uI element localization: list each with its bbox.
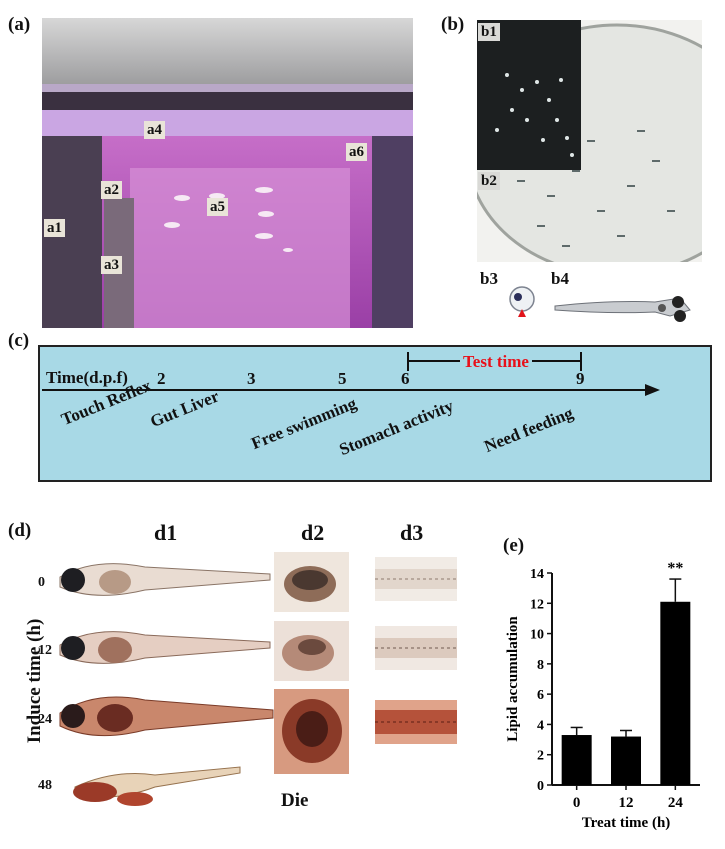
tag-a1: a1 [44,219,65,237]
tag-a4: a4 [144,121,165,139]
row-label-24: 24 [38,712,52,727]
tag-b4: b4 [551,269,569,288]
tick-6: 6 [401,369,410,388]
d1-larvae-images [59,563,274,806]
row-label-48: 48 [38,778,52,793]
column-d1: d1 [154,520,178,545]
embryo-image [509,286,535,317]
tag-a3: a3 [101,256,122,274]
tag-a2: a2 [101,181,122,199]
petri-dish-photo [477,20,702,262]
tag-b3: b3 [480,269,498,288]
panel-a-label: (a) [8,14,31,35]
y-tick-label: 4 [537,718,544,733]
timeline-panel [38,345,712,482]
y-tick-label: 8 [537,658,544,673]
y-tick-label: 12 [530,597,544,612]
column-d2: d2 [301,520,325,545]
row-label-0: 0 [38,575,45,590]
bar-12 [611,736,641,785]
tick-3: 3 [247,369,256,388]
aquarium-illustration [42,18,413,328]
x-tick-label-24: 24 [668,795,684,811]
larva-48h [73,766,241,806]
larva-0h [59,563,271,596]
test-time-label: Test time [460,352,532,372]
timeline-axis [42,352,660,396]
tick-2: 2 [157,369,166,388]
x-tick-label-12: 12 [619,795,634,811]
d3-image-0h [375,557,457,601]
y-axis-title: Lipid accumulation [505,616,521,742]
die-label: Die [281,790,309,811]
tag-b1: b1 [478,23,500,41]
tag-a5: a5 [207,198,228,216]
y-tick-label: 14 [530,567,544,582]
tick-9: 9 [576,369,585,388]
x-tick-label-0: 0 [573,795,581,811]
panel-c-label: (c) [8,330,30,351]
panel-e-label: (e) [503,535,525,556]
tag-a6: a6 [346,143,367,161]
d2-image-24h [274,689,349,774]
bar-24 [660,601,691,785]
d3-image-24h [375,700,457,744]
y-tick-label: 6 [537,688,544,703]
panel-b-label: (b) [441,14,465,35]
tag-b2: b2 [478,172,500,190]
significance-mark: ** [667,560,683,577]
x-axis-title: Treat time (h) [582,815,671,831]
y-tick-label: 10 [530,628,544,643]
d2-image-12h [274,621,349,681]
d2-image-0h [274,552,349,612]
y-tick-label: 0 [537,779,544,794]
petri-dish-illustration [477,20,702,262]
d3-image-12h [375,626,457,670]
column-d3: d3 [400,520,424,545]
larva-12h [59,631,271,664]
timeline-axis-label: Time(d.p.f) [46,368,128,387]
larva-24h [59,696,274,737]
tick-5: 5 [338,369,347,388]
y-tick-label: 2 [537,749,544,764]
larva-image [554,296,691,322]
aquarium-photo [42,18,413,328]
bar-0 [561,735,592,785]
panel-d-label: (d) [8,520,32,541]
row-label-12: 12 [38,643,52,658]
